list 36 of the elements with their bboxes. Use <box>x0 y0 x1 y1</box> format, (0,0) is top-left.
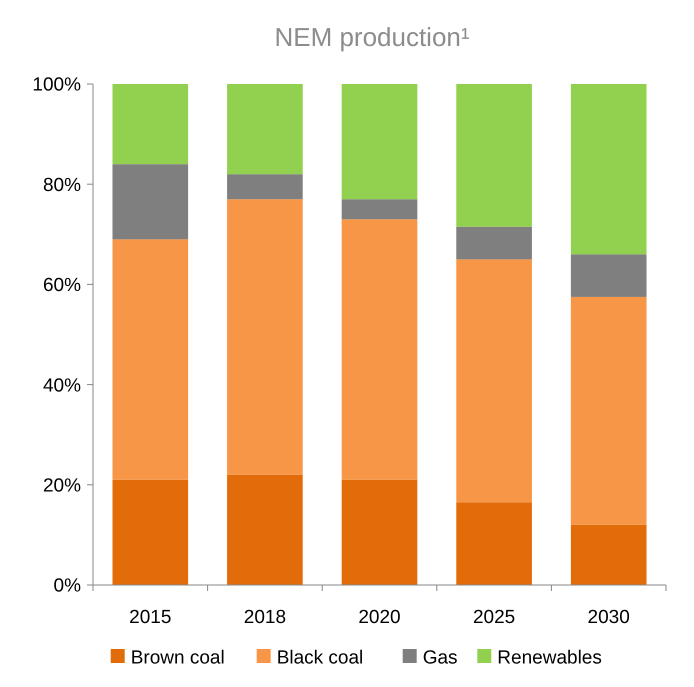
y-tick-label: 80% <box>42 174 82 196</box>
bar <box>456 84 532 227</box>
bar <box>570 524 647 585</box>
bar <box>227 199 303 475</box>
y-tick-label: 20% <box>42 475 82 496</box>
y-tick-label: 60% <box>42 275 82 296</box>
bar <box>342 219 418 480</box>
chart-title: NEM production¹ <box>274 22 470 52</box>
y-tick-label: 100% <box>32 74 82 96</box>
bar <box>456 502 532 585</box>
bar <box>112 239 188 480</box>
x-tick-label: 2025 <box>472 607 516 628</box>
bar <box>342 480 418 585</box>
bar <box>227 474 303 585</box>
x-tick-label: 2015 <box>129 607 172 628</box>
bar <box>112 480 188 585</box>
x-tick-label: 2018 <box>244 607 286 628</box>
bar <box>570 254 647 297</box>
bar <box>570 296 647 525</box>
bar <box>227 84 303 174</box>
legend-label: Brown coal <box>130 648 225 669</box>
x-tick-label: 2020 <box>358 607 401 628</box>
bar <box>456 259 532 502</box>
legend-label: Black coal <box>276 648 364 669</box>
bar <box>342 84 418 200</box>
bar <box>570 84 647 254</box>
bar <box>456 226 532 260</box>
y-tick-label: 40% <box>42 375 82 396</box>
legend-label: Gas <box>422 648 458 669</box>
bar <box>112 164 188 240</box>
legend-label: Renewables <box>497 648 602 669</box>
x-tick-label: 2030 <box>588 607 630 628</box>
y-tick-label: 0% <box>54 576 82 597</box>
bar <box>227 174 303 200</box>
bar <box>112 84 188 164</box>
bar <box>342 199 418 220</box>
